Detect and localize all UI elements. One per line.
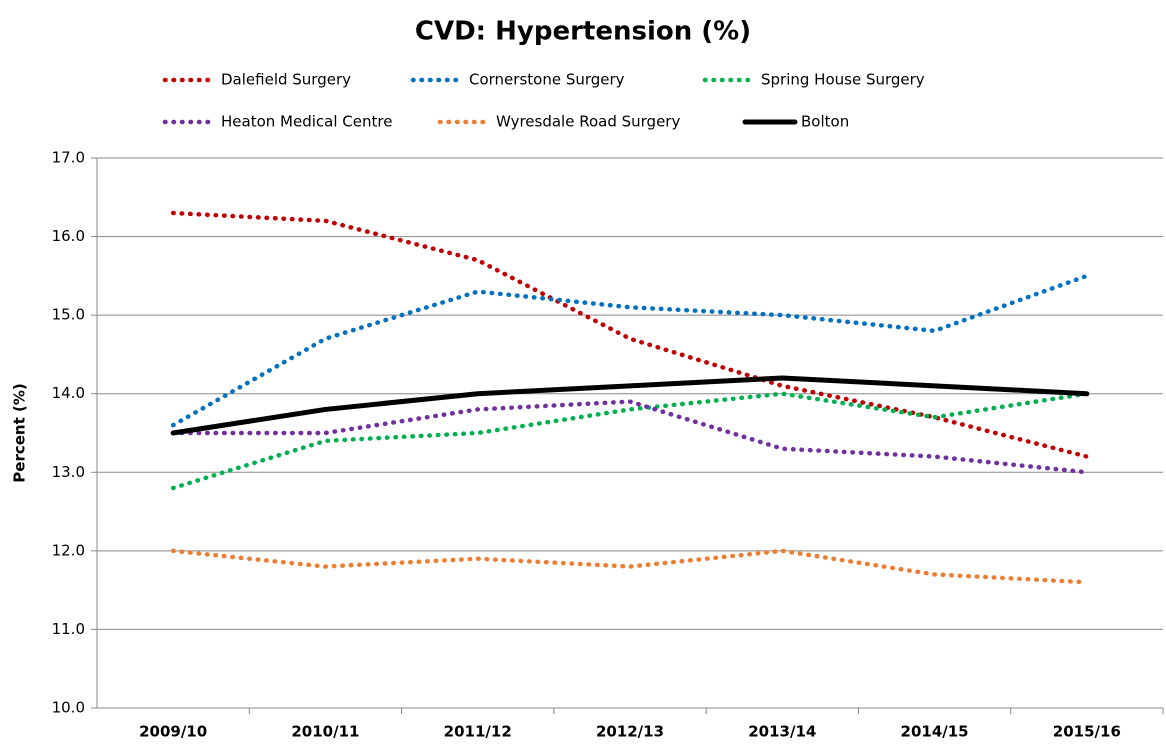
legend-label: Cornerstone Surgery	[469, 71, 625, 89]
series-line	[170, 375, 1090, 436]
series-line	[170, 210, 1090, 459]
y-tick-label: 11.0	[52, 620, 85, 638]
y-tick-label: 15.0	[52, 306, 85, 324]
legend-label: Dalefield Surgery	[221, 71, 351, 89]
chart-title: CVD: Hypertension (%)	[415, 17, 751, 47]
x-tick-label: 2012/13	[596, 723, 664, 741]
series-line	[170, 273, 1090, 428]
x-tick-label: 2013/14	[748, 723, 816, 741]
series-line	[170, 391, 1090, 491]
y-tick-label: 16.0	[52, 227, 85, 245]
x-tick-label: 2010/11	[291, 723, 359, 741]
series-line	[170, 399, 1090, 475]
x-tick-label: 2009/10	[139, 723, 207, 741]
y-axis-label: Percent (%)	[11, 383, 29, 482]
legend-label: Spring House Surgery	[761, 71, 925, 89]
x-tick-label: 2014/15	[901, 723, 969, 741]
y-tick-label: 12.0	[52, 541, 85, 559]
series-line	[170, 548, 1090, 585]
legend-label: Bolton	[801, 113, 849, 131]
legend-label: Heaton Medical Centre	[221, 113, 392, 131]
y-tick-label: 10.0	[52, 699, 85, 717]
y-tick-label: 13.0	[52, 463, 85, 481]
legend-label: Wyresdale Road Surgery	[496, 113, 680, 131]
y-tick-label: 17.0	[52, 149, 85, 167]
x-tick-label: 2015/16	[1053, 723, 1121, 741]
x-tick-label: 2011/12	[444, 723, 512, 741]
y-tick-label: 14.0	[52, 384, 85, 402]
